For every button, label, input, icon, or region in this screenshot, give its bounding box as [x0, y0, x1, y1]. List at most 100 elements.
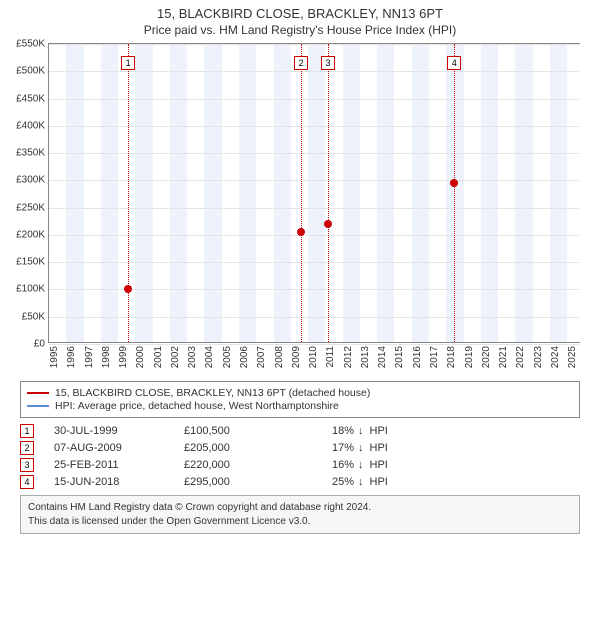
sale-marker-line	[128, 44, 129, 342]
y-axis-label: £250K	[16, 202, 45, 213]
sale-point	[450, 179, 458, 187]
sales-marker-icon: 2	[20, 441, 34, 455]
year-band	[464, 44, 481, 342]
x-axis-label: 2020	[481, 346, 492, 368]
legend: 15, BLACKBIRD CLOSE, BRACKLEY, NN13 6PT …	[20, 381, 580, 418]
x-axis-label: 1998	[101, 346, 112, 368]
year-band	[360, 44, 377, 342]
y-axis-label: £150K	[16, 257, 45, 268]
year-band	[170, 44, 187, 342]
sales-row: 130-JUL-1999£100,50018%↓HPI	[20, 424, 580, 438]
page-title: 15, BLACKBIRD CLOSE, BRACKLEY, NN13 6PT	[0, 6, 600, 21]
down-arrow-icon: ↓	[358, 425, 364, 437]
sales-date: 15-JUN-2018	[54, 476, 184, 488]
sale-marker-line	[301, 44, 302, 342]
sales-hpi-label: HPI	[370, 476, 388, 488]
legend-label: 15, BLACKBIRD CLOSE, BRACKLEY, NN13 6PT …	[55, 387, 370, 399]
year-band	[412, 44, 429, 342]
sale-marker-line	[328, 44, 329, 342]
sales-date: 07-AUG-2009	[54, 442, 184, 454]
chart-plot: £0£50K£100K£150K£200K£250K£300K£350K£400…	[48, 43, 580, 343]
year-band	[308, 44, 325, 342]
sale-point	[297, 228, 305, 236]
year-band	[343, 44, 360, 342]
sale-marker-box: 2	[294, 56, 308, 70]
x-axis-label: 2023	[533, 346, 544, 368]
y-axis-label: £400K	[16, 120, 45, 131]
page-subtitle: Price paid vs. HM Land Registry's House …	[0, 23, 600, 37]
x-axis-label: 2007	[256, 346, 267, 368]
sale-marker-box: 3	[321, 56, 335, 70]
chart-area: £0£50K£100K£150K£200K£250K£300K£350K£400…	[48, 43, 590, 343]
gridline-h	[49, 344, 579, 345]
year-band	[135, 44, 152, 342]
x-axis-label: 1995	[49, 346, 60, 368]
y-axis-label: £0	[34, 339, 45, 350]
x-axis-label: 2004	[204, 346, 215, 368]
footnote-line-1: Contains HM Land Registry data © Crown c…	[28, 501, 572, 515]
x-axis-label: 2025	[567, 346, 578, 368]
y-axis-label: £550K	[16, 39, 45, 50]
y-axis-label: £500K	[16, 66, 45, 77]
y-axis-label: £450K	[16, 93, 45, 104]
x-axis-label: 2013	[360, 346, 371, 368]
x-axis-label: 2017	[429, 346, 440, 368]
sales-price: £205,000	[184, 442, 294, 454]
year-band	[567, 44, 581, 342]
year-band	[481, 44, 498, 342]
legend-swatch	[27, 392, 49, 394]
x-axis-label: 2000	[135, 346, 146, 368]
sales-price: £100,500	[184, 425, 294, 437]
footnote: Contains HM Land Registry data © Crown c…	[20, 495, 580, 534]
sales-date: 25-FEB-2011	[54, 459, 184, 471]
year-band	[274, 44, 291, 342]
sales-marker-icon: 4	[20, 475, 34, 489]
legend-row: 15, BLACKBIRD CLOSE, BRACKLEY, NN13 6PT …	[27, 387, 573, 399]
x-axis-label: 2016	[412, 346, 423, 368]
sale-point	[324, 220, 332, 228]
year-band	[533, 44, 550, 342]
legend-label: HPI: Average price, detached house, West…	[55, 400, 339, 412]
year-band	[222, 44, 239, 342]
sales-row: 415-JUN-2018£295,00025%↓HPI	[20, 475, 580, 489]
sales-row: 3 25-FEB-2011£220,00016% ↓ HPI	[20, 458, 580, 472]
x-axis-label: 2022	[515, 346, 526, 368]
sale-marker-line	[454, 44, 455, 342]
legend-row: HPI: Average price, detached house, West…	[27, 400, 573, 412]
sales-diff: 16%	[294, 459, 354, 471]
y-axis-label: £300K	[16, 175, 45, 186]
x-axis-label: 1996	[66, 346, 77, 368]
year-band	[377, 44, 394, 342]
sales-diff: 25%	[294, 476, 354, 488]
year-band	[153, 44, 170, 342]
sale-marker-box: 1	[121, 56, 135, 70]
down-arrow-icon: ↓	[358, 442, 364, 454]
year-band	[291, 44, 308, 342]
down-arrow-icon: ↓	[358, 476, 364, 488]
sales-diff: 17%	[294, 442, 354, 454]
year-band	[204, 44, 221, 342]
y-axis-label: £100K	[16, 284, 45, 295]
x-axis-label: 2005	[222, 346, 233, 368]
x-axis-label: 2021	[498, 346, 509, 368]
down-arrow-icon: ↓	[358, 459, 364, 471]
x-axis-label: 1999	[118, 346, 129, 368]
legend-swatch	[27, 405, 49, 407]
x-axis-label: 2001	[153, 346, 164, 368]
sales-table: 130-JUL-1999£100,50018%↓HPI207-AUG-2009£…	[20, 424, 580, 489]
x-axis-label: 1997	[84, 346, 95, 368]
x-axis-label: 2012	[343, 346, 354, 368]
x-axis-label: 2003	[187, 346, 198, 368]
year-band	[118, 44, 135, 342]
x-axis-label: 2002	[170, 346, 181, 368]
year-band	[66, 44, 83, 342]
x-axis-label: 2015	[394, 346, 405, 368]
sales-hpi-label: HPI	[370, 425, 388, 437]
year-band	[101, 44, 118, 342]
y-axis-label: £50K	[22, 311, 45, 322]
sales-marker-icon: 3	[20, 458, 34, 472]
sales-price: £220,000	[184, 459, 294, 471]
sale-marker-box: 4	[447, 56, 461, 70]
footnote-line-2: This data is licensed under the Open Gov…	[28, 515, 572, 529]
sales-hpi-label: HPI	[370, 459, 388, 471]
